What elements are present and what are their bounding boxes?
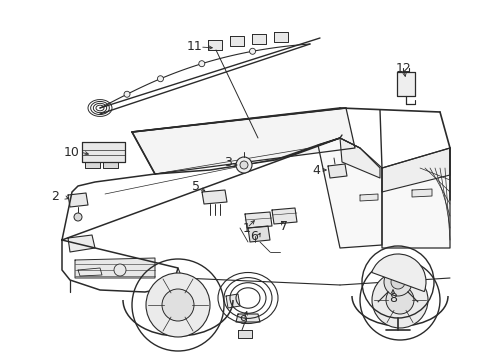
Text: 7: 7 — [280, 220, 287, 233]
Polygon shape — [271, 208, 296, 224]
Polygon shape — [247, 226, 269, 242]
Polygon shape — [339, 138, 379, 178]
Circle shape — [124, 91, 130, 97]
Polygon shape — [229, 36, 244, 46]
Circle shape — [240, 161, 247, 169]
Polygon shape — [381, 148, 449, 248]
Polygon shape — [68, 193, 88, 207]
Text: 1: 1 — [243, 221, 250, 234]
Circle shape — [199, 61, 204, 67]
Polygon shape — [359, 194, 377, 201]
Polygon shape — [78, 268, 102, 276]
Polygon shape — [132, 108, 354, 174]
Circle shape — [385, 286, 413, 314]
Text: 6: 6 — [249, 230, 257, 243]
Text: 5: 5 — [192, 180, 200, 193]
Polygon shape — [202, 190, 226, 204]
Text: 4: 4 — [311, 163, 319, 176]
Polygon shape — [317, 138, 381, 248]
Wedge shape — [371, 254, 425, 292]
Circle shape — [157, 76, 163, 82]
Circle shape — [146, 273, 209, 337]
Circle shape — [390, 275, 404, 289]
Circle shape — [383, 268, 411, 296]
Circle shape — [162, 289, 194, 321]
Text: 11: 11 — [187, 40, 203, 54]
Text: 8: 8 — [388, 292, 396, 305]
Text: 9: 9 — [239, 314, 246, 327]
Polygon shape — [236, 314, 260, 322]
Polygon shape — [75, 258, 155, 278]
Text: 10: 10 — [64, 145, 80, 158]
Polygon shape — [273, 32, 287, 42]
Circle shape — [114, 264, 126, 276]
Circle shape — [74, 213, 82, 221]
Circle shape — [249, 48, 255, 54]
Polygon shape — [68, 235, 95, 252]
Polygon shape — [82, 142, 125, 162]
Circle shape — [236, 157, 251, 173]
Text: 2: 2 — [51, 189, 59, 202]
Polygon shape — [411, 189, 431, 197]
Polygon shape — [85, 162, 100, 168]
Text: 12: 12 — [395, 62, 411, 75]
Polygon shape — [381, 148, 449, 192]
Polygon shape — [103, 162, 118, 168]
Polygon shape — [244, 212, 271, 228]
Polygon shape — [225, 294, 240, 308]
Polygon shape — [327, 164, 346, 178]
Polygon shape — [207, 40, 222, 50]
Circle shape — [371, 272, 427, 328]
Polygon shape — [238, 330, 251, 338]
Polygon shape — [251, 34, 265, 44]
Text: 3: 3 — [224, 157, 231, 170]
Polygon shape — [396, 72, 414, 96]
